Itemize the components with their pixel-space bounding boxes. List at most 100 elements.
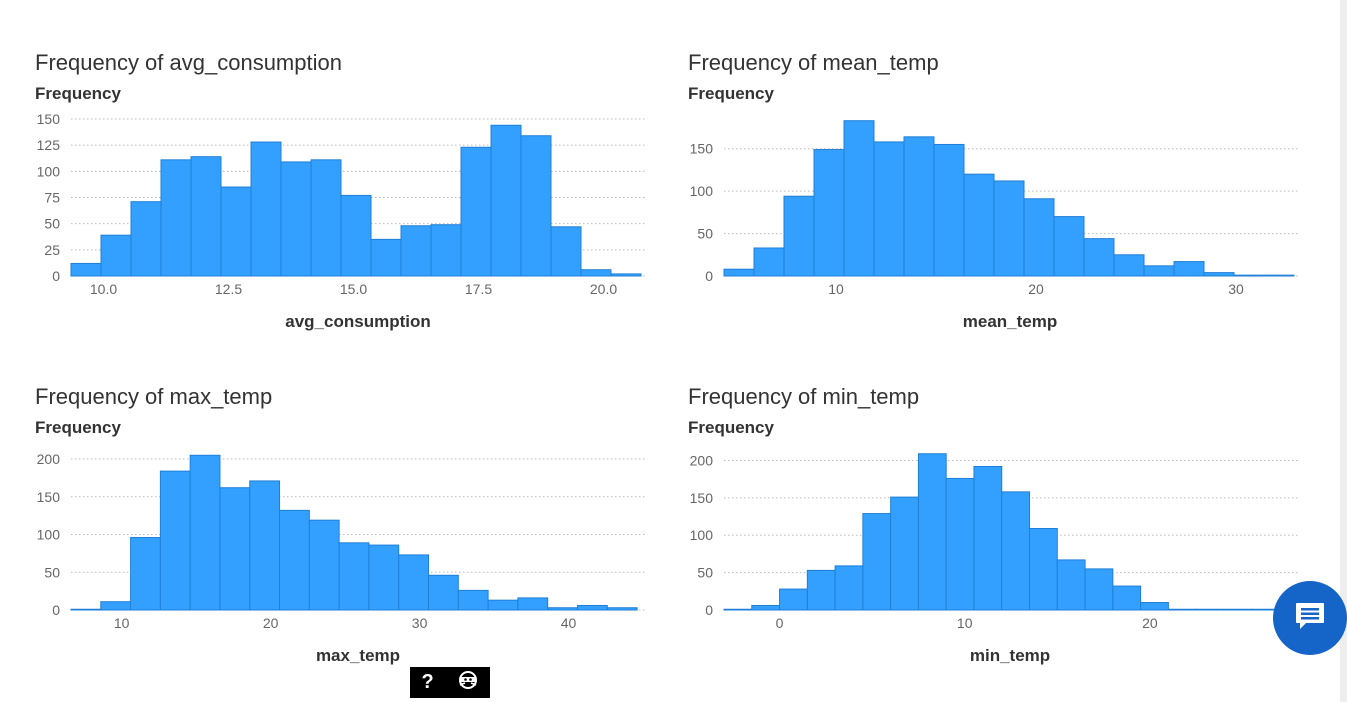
x-tick-label: 20 <box>1028 281 1044 297</box>
histogram-bar <box>220 186 252 277</box>
chart-panel-avg-consumption: Frequency of avg_consumption Frequency 0… <box>35 50 655 340</box>
histogram-bar <box>250 141 282 277</box>
histogram-bar <box>310 159 342 277</box>
histogram-bar <box>917 453 947 611</box>
histogram-bar <box>783 195 815 277</box>
x-axis-title: min_temp <box>969 646 1051 665</box>
histogram-bar <box>159 470 191 611</box>
x-tick-label: 10 <box>114 615 130 631</box>
histogram-bar <box>400 225 432 277</box>
x-tick-label: 10 <box>957 615 973 631</box>
histogram-bar <box>1113 254 1145 277</box>
histogram-bar <box>576 604 608 611</box>
histogram-min-temp: 0 50 100 150 200 0 10 20 <box>690 452 1298 631</box>
x-tick-label: 40 <box>561 615 577 631</box>
histogram-bar <box>100 601 132 611</box>
histogram-bar <box>460 146 492 277</box>
y-tick-label: 0 <box>52 602 60 618</box>
histogram-bar <box>1203 272 1235 277</box>
histogram-bar <box>723 268 755 277</box>
histogram-bar <box>963 173 995 277</box>
y-tick-label: 200 <box>37 451 61 467</box>
histogram-bar <box>1112 585 1142 611</box>
histogram-bar <box>550 226 582 277</box>
y-tick-label: 100 <box>37 163 61 179</box>
histogram-bar <box>547 607 578 611</box>
help-toolbar: ? <box>410 667 490 698</box>
histogram-bar <box>973 465 1003 611</box>
histogram-bar <box>490 124 522 277</box>
histogram-bar <box>398 554 430 611</box>
x-tick-label: 0 <box>776 615 784 631</box>
histogram-bar <box>280 161 312 277</box>
y-tick-label: 25 <box>44 242 60 258</box>
x-tick-label: 15.0 <box>340 281 367 297</box>
histogram-bar <box>370 238 402 277</box>
histogram-bar <box>1140 602 1169 611</box>
histogram-bar <box>70 262 102 277</box>
histogram-bar <box>1084 568 1114 611</box>
chart-panel-min-temp: Frequency of min_temp Frequency 0 50 100 15… <box>688 384 1308 674</box>
histogram-bar <box>100 234 132 277</box>
histogram-bar <box>1173 261 1205 277</box>
y-tick-label: 150 <box>690 490 714 506</box>
x-axis-title: mean_temp <box>962 312 1058 331</box>
y-tick-label: 0 <box>705 602 713 618</box>
histogram-bar <box>1223 608 1253 611</box>
chart-panel-max-temp: Frequency of max_temp Frequency 0 50 100 15… <box>35 384 655 674</box>
x-tick-label: 30 <box>412 615 428 631</box>
histogram-bar <box>487 599 519 611</box>
histogram-bar <box>308 519 340 611</box>
x-tick-label: 30 <box>1228 281 1244 297</box>
page-scrollbar[interactable] <box>1340 0 1347 702</box>
x-tick-label: 10 <box>828 281 844 297</box>
chart-title: Frequency of max_temp <box>35 384 273 409</box>
chart-title: Frequency of mean_temp <box>688 50 939 75</box>
histogram-bar <box>903 136 935 277</box>
histogram-bar <box>723 608 753 611</box>
histogram-bar <box>753 247 785 277</box>
x-tick-label: 20 <box>1142 615 1158 631</box>
help-button[interactable]: ? <box>421 671 434 693</box>
x-tick-label: 12.5 <box>215 281 242 297</box>
x-axis-title: avg_consumption <box>285 312 431 331</box>
x-axis-title: max_temp <box>315 646 401 665</box>
chat-button[interactable] <box>1273 581 1347 655</box>
histogram-bar <box>834 565 864 611</box>
histogram-bar <box>130 201 162 277</box>
histogram-bar <box>430 224 462 277</box>
histogram-bar <box>779 588 808 611</box>
histogram-bar <box>945 477 975 611</box>
ninja-icon[interactable] <box>457 670 479 695</box>
histogram-bar <box>340 194 372 277</box>
histogram-bar <box>1167 608 1197 611</box>
x-tick-label: 20 <box>263 615 279 631</box>
histogram-bar <box>606 607 638 611</box>
histogram-bar <box>1029 528 1058 611</box>
y-tick-label: 150 <box>37 489 61 505</box>
y-tick-label: 150 <box>690 141 714 157</box>
histogram-bar <box>933 143 965 277</box>
histogram-bar <box>993 180 1025 277</box>
y-tick-label: 50 <box>697 226 713 242</box>
histogram-bar <box>70 608 102 611</box>
y-axis-title: Frequency <box>688 84 774 103</box>
y-tick-label: 0 <box>52 268 60 284</box>
y-tick-label: 50 <box>44 564 60 580</box>
chart-panel-mean-temp: Frequency of mean_temp Frequency 0 50 100 1… <box>688 50 1308 340</box>
histogram-bar <box>160 159 192 277</box>
histogram-max-temp: 0 50 100 150 200 10 20 30 40 <box>37 451 646 631</box>
histogram-bar <box>1023 198 1055 277</box>
histogram-bar <box>1263 274 1295 277</box>
histogram-mean-temp: 0 50 100 150 10 20 30 <box>690 120 1298 297</box>
histogram-bar <box>249 480 281 611</box>
histogram-bar <box>457 589 489 611</box>
histogram-bar <box>219 487 251 611</box>
histogram-bar <box>190 156 222 277</box>
y-tick-label: 50 <box>44 216 60 232</box>
histogram-bar <box>130 537 161 611</box>
histogram-bar <box>813 149 845 277</box>
histogram-bar <box>368 544 400 611</box>
histogram-bar <box>189 454 221 611</box>
histogram-bar <box>610 273 642 277</box>
